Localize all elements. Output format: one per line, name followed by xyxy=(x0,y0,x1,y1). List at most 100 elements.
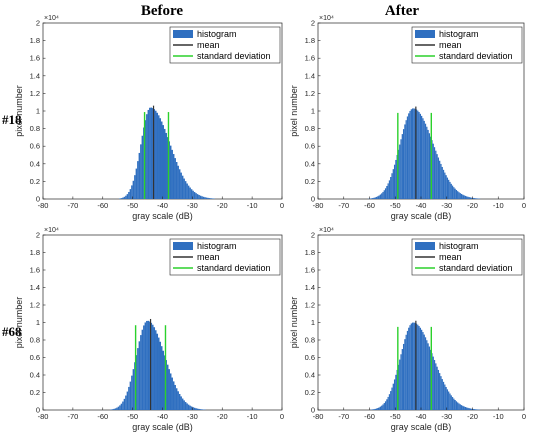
histogram-bar xyxy=(409,325,411,410)
histogram-bar xyxy=(418,326,420,410)
histogram-bar xyxy=(393,379,396,410)
y-tick-label: 1.6 xyxy=(30,54,40,63)
histogram-bar xyxy=(473,409,476,410)
legend-swatch-histogram xyxy=(173,30,193,38)
histogram-bar xyxy=(386,186,388,199)
histogram-bar xyxy=(426,340,428,410)
histogram-bar xyxy=(183,400,185,410)
histogram-bar xyxy=(455,189,458,199)
x-tick-label: 0 xyxy=(280,412,284,421)
histogram-bar xyxy=(147,320,150,410)
x-tick-label: -20 xyxy=(217,412,228,421)
histogram-bar xyxy=(135,168,138,199)
histogram-bar xyxy=(462,194,464,199)
histogram-bar xyxy=(426,126,428,199)
histogram-bar xyxy=(174,158,176,199)
histogram-bar xyxy=(132,369,135,410)
histogram-bar xyxy=(140,335,142,410)
histogram-bar xyxy=(414,108,416,199)
histogram-bar xyxy=(210,198,212,199)
histogram-bar xyxy=(444,172,446,199)
histogram-bar xyxy=(467,407,469,410)
histogram-bar xyxy=(439,160,441,199)
histogram-bar xyxy=(390,176,392,199)
histogram-bar xyxy=(165,132,167,199)
row-label-18: #18 xyxy=(2,112,22,127)
y-tick-label: 1.2 xyxy=(30,301,40,310)
x-tick-label: -50 xyxy=(127,412,138,421)
histogram-bar xyxy=(404,339,406,410)
histogram-bar xyxy=(448,179,450,199)
histogram-bar xyxy=(186,183,188,199)
histogram-bar xyxy=(165,360,167,410)
x-tick-label: -70 xyxy=(338,201,349,210)
histogram-bar xyxy=(134,175,136,199)
histogram-bar xyxy=(419,327,421,410)
x-tick-label: -60 xyxy=(97,412,108,421)
histogram-bar xyxy=(417,110,419,199)
y-tick-label: 0.4 xyxy=(30,371,40,380)
histogram-bar xyxy=(113,408,115,410)
legend-label: standard deviation xyxy=(439,263,513,273)
histogram-bar xyxy=(469,197,472,199)
y-axis-label: pixel number xyxy=(14,85,24,137)
histogram-bar xyxy=(400,354,402,410)
histogram-bar xyxy=(207,197,209,199)
histogram-bar xyxy=(175,388,178,410)
histogram-bar xyxy=(411,108,414,199)
histogram-bar xyxy=(144,120,147,199)
histogram-bar xyxy=(190,406,193,410)
histogram-bar xyxy=(473,198,476,199)
histogram-bar xyxy=(123,398,126,410)
row-label-68: #68 xyxy=(2,324,22,339)
column-title-after: After xyxy=(385,3,419,19)
histogram-bar xyxy=(423,120,425,199)
histogram-bar xyxy=(414,322,416,410)
histogram-bar xyxy=(146,320,148,410)
y-tick-label: 0.8 xyxy=(30,124,40,133)
x-tick-label: -80 xyxy=(313,412,324,421)
histogram-bar xyxy=(449,393,451,410)
histogram-bar xyxy=(405,334,407,410)
histogram-bar xyxy=(451,185,454,199)
histogram-bar xyxy=(404,124,406,199)
histogram-bar xyxy=(469,408,472,410)
histogram-bar xyxy=(156,112,159,199)
y-tick-label: 1.8 xyxy=(30,36,40,45)
histogram-bar xyxy=(411,322,414,410)
histogram-bar xyxy=(181,175,184,199)
histogram-bar xyxy=(399,144,401,199)
y-tick-label: 1.6 xyxy=(305,54,315,63)
histogram-bar xyxy=(401,349,403,410)
x-tick-label: -30 xyxy=(187,201,198,210)
y-tick-label: 1.4 xyxy=(305,71,315,80)
legend-label: standard deviation xyxy=(439,51,513,61)
histogram-bar xyxy=(166,137,169,199)
histogram-bar xyxy=(413,322,415,410)
x-tick-label: -10 xyxy=(247,412,258,421)
histogram-bar xyxy=(202,196,205,199)
histogram-bar xyxy=(441,379,443,410)
histogram-bar xyxy=(184,402,187,410)
x-tick-label: -20 xyxy=(467,201,478,210)
histogram-bar xyxy=(466,407,468,410)
histogram-bar xyxy=(432,356,434,410)
y-tick-label: 0.8 xyxy=(305,336,315,345)
histogram-bar xyxy=(468,197,470,199)
histogram-bar xyxy=(381,405,383,410)
histogram-bar xyxy=(463,195,465,199)
histogram-bar xyxy=(122,197,124,199)
x-tick-label: -50 xyxy=(390,201,401,210)
histogram-bar xyxy=(409,110,411,199)
histogram-bar xyxy=(128,191,130,199)
histogram-bar xyxy=(377,196,379,199)
y-tick-label: 0 xyxy=(311,195,315,204)
histogram-bar xyxy=(198,408,200,410)
y-tick-label: 2 xyxy=(36,19,40,28)
histogram-bar xyxy=(205,197,208,199)
histogram-bar xyxy=(114,408,117,410)
histogram-bar xyxy=(166,364,169,410)
histogram-bar xyxy=(161,121,163,199)
x-axis-label: gray scale (dB) xyxy=(391,422,452,432)
